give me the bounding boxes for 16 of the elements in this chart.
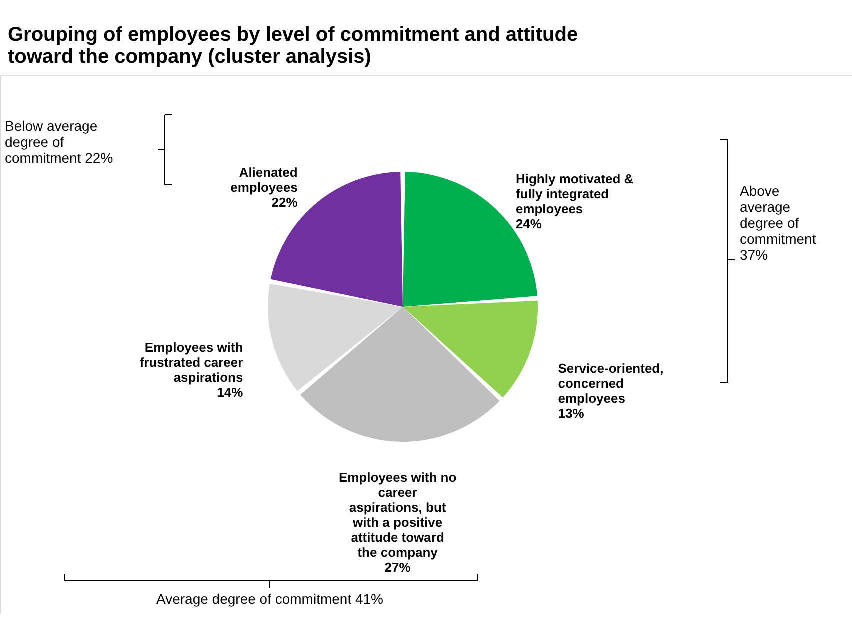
slice-label: Service-oriented, concerned employees [558, 360, 664, 406]
data-label: 27% [384, 560, 412, 575]
data-label: 24% [516, 216, 542, 232]
pie-slice [403, 300, 538, 398]
text: Above average degree of commitment 37% [740, 183, 816, 263]
data-label: 13% [558, 406, 585, 421]
pie-slice [300, 307, 500, 442]
slice-label: Highly motivated & fully integrated employees [516, 172, 634, 217]
chart-title: Grouping of employees by level of commitment and attitude toward the company (cluster analysis) [8, 24, 578, 68]
data-label: 14% [217, 385, 244, 400]
text: Average degree of commitment 41% [156, 591, 384, 607]
slice-label: Employees with frustrated career aspirations [140, 340, 244, 386]
text: Below average degree of commitment 22% [5, 118, 114, 166]
slice-label: Employees with no career aspirations, but with a positive attitude toward the company [338, 470, 457, 560]
slice-label: Alienated employees [230, 164, 298, 195]
data-label: 22% [272, 194, 298, 210]
